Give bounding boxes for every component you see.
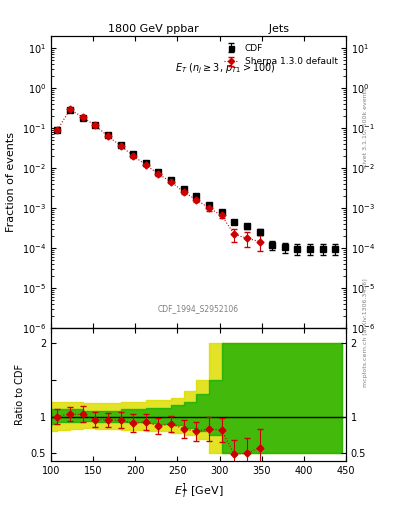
Y-axis label: Ratio to CDF: Ratio to CDF: [15, 364, 25, 425]
Text: mcplots.cern.ch [arXiv:1306.3436]: mcplots.cern.ch [arXiv:1306.3436]: [363, 279, 368, 387]
Legend: CDF, Sherpa 1.3.0 default: CDF, Sherpa 1.3.0 default: [220, 40, 342, 70]
X-axis label: $E_T^1$ [GeV]: $E_T^1$ [GeV]: [174, 481, 223, 501]
Y-axis label: Fraction of events: Fraction of events: [6, 132, 17, 232]
Text: CDF_1994_S2952106: CDF_1994_S2952106: [158, 305, 239, 313]
Title: 1800 GeV ppbar                    Jets: 1800 GeV ppbar Jets: [108, 24, 289, 34]
Text: Rivet 3.1.10, 500k events: Rivet 3.1.10, 500k events: [363, 88, 368, 168]
Text: $E_T$ ($n_j \geq 3$, $p_{T1}$$>$100): $E_T$ ($n_j \geq 3$, $p_{T1}$$>$100): [175, 61, 275, 76]
